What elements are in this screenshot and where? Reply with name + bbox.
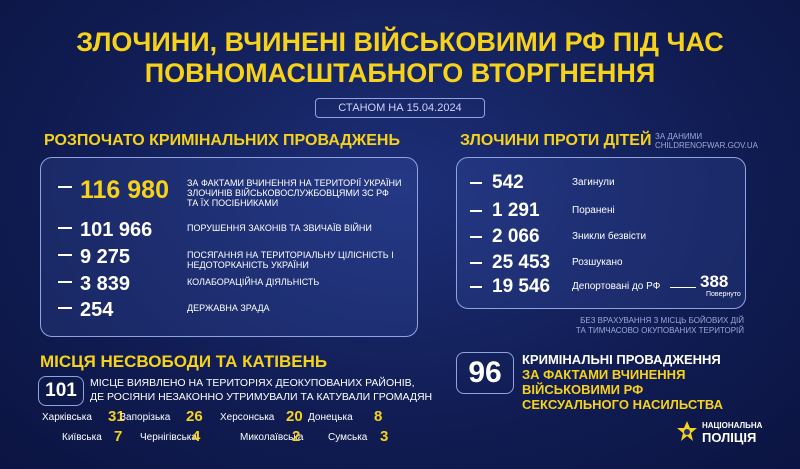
- region-value: 3: [380, 428, 389, 445]
- child-label: Депортовані до РФ: [572, 281, 661, 292]
- bullet: [58, 281, 72, 283]
- source: ЗА ДАНИМИ CHILDRENOFWAR.GOV.UA: [655, 132, 758, 150]
- section-title: ЗЛОЧИНИ ПРОТИ ДІТЕЙ: [460, 132, 652, 149]
- case-value: 101 966: [80, 219, 153, 241]
- child-value: 19 546: [492, 276, 551, 297]
- returned-label: Повернуто: [706, 291, 741, 298]
- bullet: [470, 286, 482, 288]
- region-name: Сумська: [328, 432, 368, 443]
- region-value: 4: [192, 428, 201, 445]
- count: 101: [38, 376, 84, 406]
- case-value: 116 980: [80, 176, 169, 204]
- text: КРИМІНАЛЬНІ ПРОВАДЖЕННЯ: [522, 352, 721, 367]
- case-label: ДЕРЖАВНА ЗРАДА: [187, 303, 270, 313]
- case-label: ПОРУШЕННЯ ЗАКОНІВ ТА ЗВИЧАЇВ ВІЙНИ: [187, 223, 372, 233]
- region-name: Харківська: [42, 412, 92, 423]
- case-label: КОЛАБОРАЦІЙНА ДІЯЛЬНІСТЬ: [187, 277, 320, 287]
- bullet: [58, 307, 72, 309]
- bullet: [470, 262, 482, 264]
- logo-text: НАЦІОНАЛЬНА: [702, 421, 763, 430]
- text: СЕКСУАЛЬНОГО НАСИЛЬСТВА: [522, 397, 724, 412]
- bullet: [470, 182, 482, 184]
- section-title: РОЗПОЧАТО КРИМІНАЛЬНИХ ПРОВАДЖЕНЬ: [44, 132, 400, 149]
- case-label: ЗА ФАКТАМИ ВЧИНЕННЯ НА ТЕРИТОРІЇ УКРАЇНИ…: [187, 178, 402, 208]
- note: БЕЗ ВРАХУВАННЯ З МІСЦЬ БОЙОВИХ ДІЙ: [580, 316, 744, 325]
- bullet: [470, 236, 482, 238]
- child-label: Розшукано: [572, 257, 623, 268]
- bullet: [58, 254, 72, 256]
- logo-text: ПОЛІЦІЯ: [702, 430, 757, 445]
- region-value: 8: [374, 408, 383, 425]
- child-value: 1 291: [492, 200, 540, 221]
- title: ПОВНОМАСШТАБНОГО ВТОРГНЕННЯ: [144, 58, 656, 88]
- region-name: Запорізька: [120, 412, 171, 423]
- text: МІСЦЕ ВИЯВЛЕНО НА ТЕРИТОРІЯХ ДЕОКУПОВАНИ…: [90, 377, 415, 389]
- title: ЗЛОЧИНИ, ВЧИНЕНІ ВІЙСЬКОВИМИ РФ ПІД ЧАС: [76, 27, 724, 57]
- bullet: [58, 186, 72, 188]
- region-name: Миколаївська: [240, 432, 304, 443]
- case-label: ПОСЯГАННЯ НА ТЕРИТОРІАЛЬНУ ЦІЛІСНІСТЬ І …: [187, 250, 394, 270]
- child-value: 2 066: [492, 226, 540, 247]
- child-label: Загинули: [572, 177, 615, 188]
- region-name: Київська: [62, 432, 102, 443]
- case-value: 3 839: [80, 273, 131, 295]
- case-value: 9 275: [80, 246, 131, 268]
- case-value: 254: [80, 299, 114, 321]
- region-name: Донецька: [308, 412, 353, 423]
- region-value: 26: [186, 408, 203, 425]
- text: ВІЙСЬКОВИМИ РФ: [522, 382, 644, 397]
- child-value: 542: [492, 172, 524, 193]
- count: 96: [456, 352, 514, 394]
- logo-badge: [677, 421, 697, 441]
- section-title: МІСЦЯ НЕСВОБОДИ ТА КАТІВЕНЬ: [40, 352, 328, 371]
- note: ТА ТИМЧАСОВО ОКУПОВАНИХ ТЕРИТОРІЙ: [575, 326, 744, 335]
- region-value: 31: [108, 408, 125, 425]
- date: СТАНОМ НА 15.04.2024: [315, 98, 485, 118]
- child-label: Поранені: [572, 205, 615, 216]
- child-label: Зникли безвісти: [572, 231, 647, 242]
- region-name: Чернігівська: [140, 432, 197, 443]
- connector: [670, 287, 696, 288]
- region-value: 20: [286, 408, 303, 425]
- region-name: Херсонська: [220, 412, 275, 423]
- text: ДЕ РОСІЯНИ НЕЗАКОННО УТРИМУВАЛИ ТА КАТУВ…: [90, 391, 433, 403]
- panel: [40, 157, 418, 337]
- text: ЗА ФАКТАМИ ВЧИНЕННЯ: [522, 367, 686, 382]
- returned-value: 388: [700, 272, 729, 291]
- bullet: [470, 210, 482, 212]
- region-value: 2: [292, 428, 301, 445]
- region-value: 7: [114, 428, 123, 445]
- panel: [456, 157, 746, 309]
- child-value: 25 453: [492, 252, 551, 273]
- bullet: [58, 227, 72, 229]
